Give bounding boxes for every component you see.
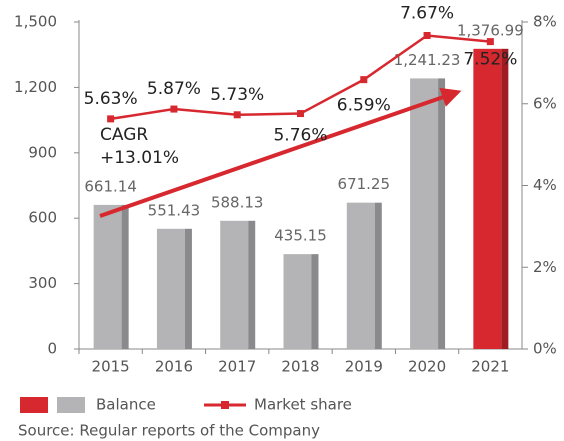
legend-label: Balance bbox=[96, 396, 156, 414]
x-tick-label: 2016 bbox=[155, 358, 193, 376]
bar bbox=[93, 204, 122, 349]
x-tick-label: 2017 bbox=[218, 358, 256, 376]
x-tick-label: 2015 bbox=[92, 358, 130, 376]
share-label: 5.63% bbox=[84, 89, 138, 109]
share-marker bbox=[170, 105, 178, 113]
bar-side bbox=[374, 202, 382, 349]
legend-swatch bbox=[20, 397, 48, 413]
share-marker bbox=[297, 110, 304, 118]
y-tick-label: 1,200 bbox=[14, 78, 57, 96]
annotation: CAGR bbox=[100, 125, 148, 145]
x-tick-label: 2021 bbox=[471, 358, 509, 376]
bar-side bbox=[438, 78, 446, 349]
bar bbox=[283, 254, 312, 349]
legend-label: Market share bbox=[254, 396, 352, 414]
y-tick-label: 600 bbox=[28, 209, 57, 227]
y2-tick-label: 0% bbox=[533, 340, 557, 358]
x-tick-label: 2019 bbox=[345, 358, 383, 376]
share-marker bbox=[423, 31, 431, 39]
bar-side bbox=[311, 254, 319, 349]
legend-swatch bbox=[57, 397, 85, 413]
y-tick-label: 300 bbox=[28, 274, 57, 292]
y-tick-label: 1,500 bbox=[14, 13, 57, 31]
bar-side bbox=[184, 228, 192, 349]
y-tick-label: 900 bbox=[28, 143, 57, 161]
bar-value-label: 661.14 bbox=[84, 177, 137, 195]
share-label: 7.52% bbox=[463, 50, 517, 70]
annotation: +13.01% bbox=[100, 148, 179, 168]
source: Source: Regular reports of the Company bbox=[18, 422, 320, 440]
share-marker bbox=[360, 76, 368, 84]
bar-value-label: 671.25 bbox=[338, 175, 391, 193]
bar-side bbox=[121, 204, 129, 349]
cagr-arrow bbox=[99, 87, 462, 218]
y2-tick-label: 6% bbox=[533, 94, 557, 112]
share-marker bbox=[233, 111, 241, 119]
bar bbox=[473, 48, 502, 349]
y2-tick-label: 8% bbox=[533, 13, 557, 31]
y-tick-label: 0 bbox=[47, 340, 57, 358]
bar bbox=[220, 220, 249, 349]
share-label: 6.59% bbox=[337, 96, 391, 116]
bar-value-label: 1,376.99 bbox=[457, 21, 524, 39]
legend-marker bbox=[221, 401, 229, 409]
bar-side bbox=[248, 220, 256, 349]
bar-side bbox=[501, 48, 509, 349]
bar-value-label: 1,241.23 bbox=[394, 51, 461, 69]
bar bbox=[410, 78, 439, 349]
bar bbox=[156, 228, 185, 349]
share-label: 7.67% bbox=[400, 3, 454, 23]
bar-value-label: 551.43 bbox=[148, 201, 201, 219]
bar bbox=[346, 202, 375, 349]
share-label: 5.76% bbox=[273, 126, 327, 146]
bar-value-label: 588.13 bbox=[211, 193, 264, 211]
share-label: 5.73% bbox=[210, 85, 264, 105]
y2-tick-label: 2% bbox=[533, 258, 557, 276]
share-marker bbox=[486, 38, 494, 46]
y2-tick-label: 4% bbox=[533, 176, 557, 194]
x-tick-label: 2018 bbox=[281, 358, 319, 376]
x-tick-label: 2020 bbox=[408, 358, 446, 376]
share-marker bbox=[107, 115, 115, 123]
share-label: 5.87% bbox=[147, 79, 201, 99]
bar-value-label: 435.15 bbox=[274, 227, 327, 245]
